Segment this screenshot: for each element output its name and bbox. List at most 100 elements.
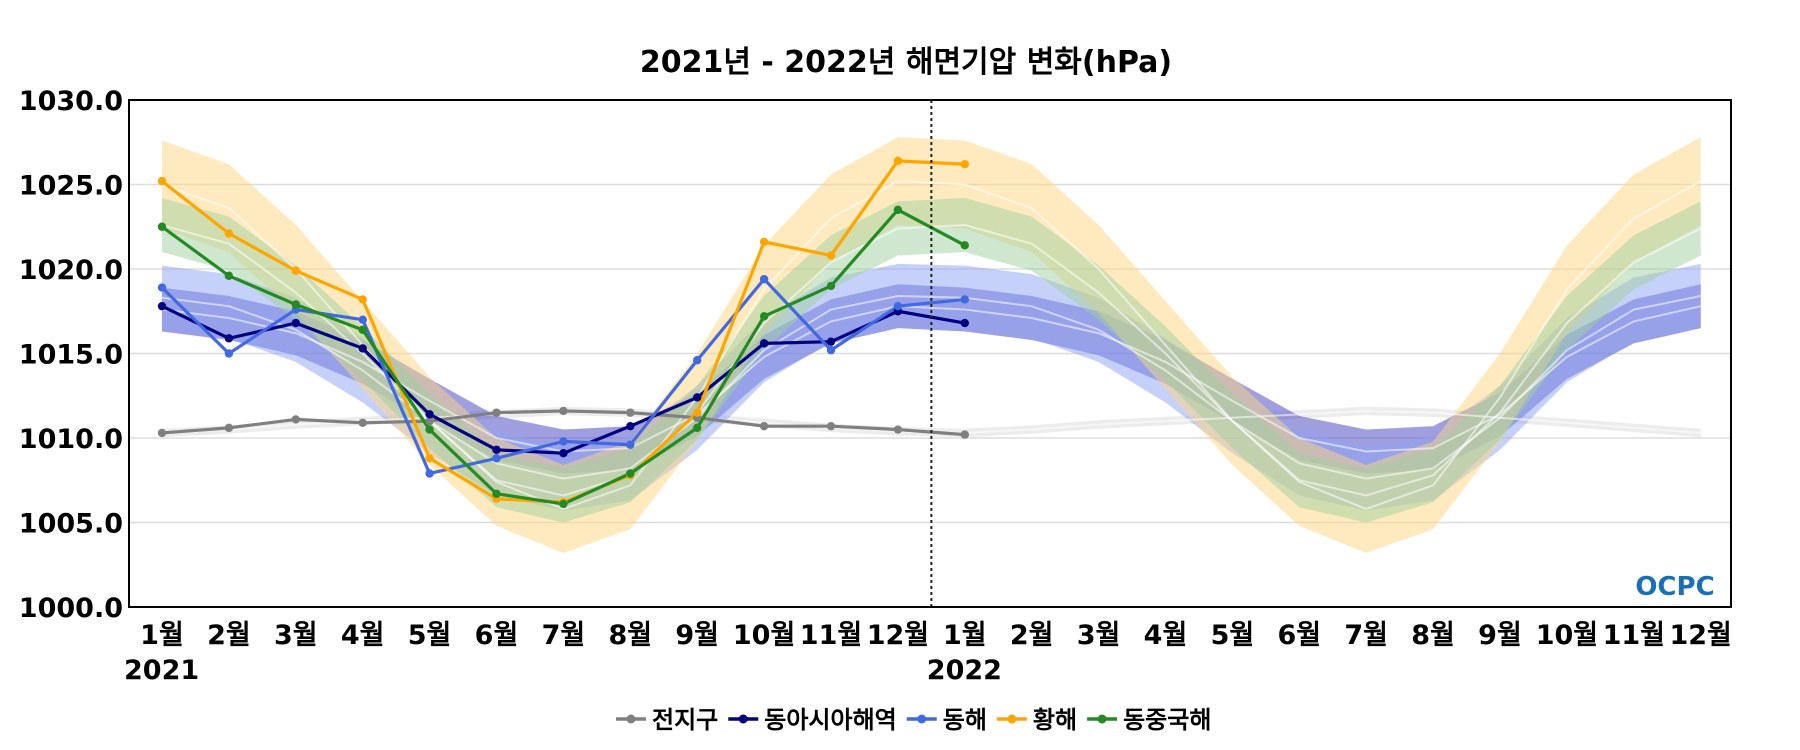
ocpc-logo-text: OCPC xyxy=(1635,572,1714,602)
data-point xyxy=(960,160,969,169)
legend-swatch-marker xyxy=(738,714,748,724)
data-point xyxy=(492,445,501,455)
data-point xyxy=(826,345,836,355)
legend-swatch-marker xyxy=(1007,714,1017,724)
legend-swatch-marker xyxy=(626,714,636,724)
data-point xyxy=(157,428,167,438)
observed-series-points xyxy=(157,156,969,509)
x-tick-label: 7월 xyxy=(1344,620,1388,651)
y-tick-label: 1010.0 xyxy=(19,424,123,455)
x-tick-label: 4월 xyxy=(1144,620,1188,651)
x-tick-label: 12월 xyxy=(867,620,929,651)
year-labels: 2021 2022 xyxy=(124,655,1002,686)
x-tick-label: 1월 xyxy=(943,620,987,651)
x-tick-label: 8월 xyxy=(608,620,652,651)
year-label: 2021 xyxy=(124,655,199,686)
x-tick-label: 12월 xyxy=(1669,620,1731,651)
data-point xyxy=(291,266,300,275)
data-point xyxy=(358,295,367,304)
y-tick-label: 1025.0 xyxy=(19,171,123,202)
data-point xyxy=(157,176,167,186)
data-point xyxy=(693,408,702,417)
data-point xyxy=(559,406,568,416)
year-label: 2022 xyxy=(927,655,1002,686)
data-point xyxy=(425,416,434,426)
data-point xyxy=(759,339,769,348)
data-point xyxy=(759,274,769,284)
data-point xyxy=(358,315,367,324)
legend-label: 황해 xyxy=(1033,706,1077,734)
data-point xyxy=(224,334,234,343)
data-point xyxy=(291,300,300,309)
data-point xyxy=(559,437,568,446)
data-point xyxy=(559,499,568,509)
y-axis-ticks: 1000.0 1005.0 1010.0 1015.0 1020.0 1025.0 1030… xyxy=(19,86,123,624)
data-point xyxy=(893,301,903,311)
data-point xyxy=(358,325,367,335)
y-tick-label: 1005.0 xyxy=(19,509,123,540)
x-tick-label: 1월 xyxy=(140,620,184,651)
x-tick-label: 9월 xyxy=(675,620,719,651)
climatology-band xyxy=(162,137,1701,553)
data-point xyxy=(358,344,367,353)
data-point xyxy=(826,251,836,260)
data-point xyxy=(425,425,434,434)
data-point xyxy=(693,356,702,365)
data-point xyxy=(693,423,702,433)
data-point xyxy=(759,312,769,321)
data-point xyxy=(492,454,501,463)
x-tick-label: 8월 xyxy=(1411,620,1455,651)
y-tick-label: 1020.0 xyxy=(19,255,123,286)
legend-label: 동중국해 xyxy=(1123,706,1211,734)
data-point xyxy=(893,205,903,215)
data-point xyxy=(960,318,969,328)
data-point xyxy=(224,271,234,280)
x-tick-label: 10월 xyxy=(733,620,795,651)
data-point xyxy=(960,430,969,439)
ocpc-logo: OCPC xyxy=(1635,572,1714,602)
legend-label: 동해 xyxy=(943,706,987,734)
data-point xyxy=(893,425,903,434)
data-point xyxy=(492,408,501,417)
x-tick-label: 6월 xyxy=(475,620,519,651)
x-tick-label: 9월 xyxy=(1478,620,1522,651)
data-point xyxy=(960,295,969,304)
x-tick-label: 3월 xyxy=(274,620,318,651)
x-tick-label: 7월 xyxy=(542,620,586,651)
legend-label: 전지구 xyxy=(652,706,718,734)
data-point xyxy=(626,408,635,417)
data-point xyxy=(626,469,635,478)
legend-swatch-marker xyxy=(1097,714,1107,724)
x-tick-label: 5월 xyxy=(408,620,452,651)
data-point xyxy=(157,222,167,231)
data-point xyxy=(425,469,434,478)
data-point xyxy=(693,393,702,402)
data-point xyxy=(826,281,836,291)
data-point xyxy=(291,415,300,424)
climatology-band xyxy=(162,284,1701,474)
legend-label: 동아시아해역 xyxy=(764,706,896,734)
data-point xyxy=(492,489,501,498)
data-point xyxy=(224,229,234,238)
data-point xyxy=(626,421,635,431)
legend: 전지구 동아시아해역 동해 황해 동중국해 xyxy=(616,706,1211,734)
y-tick-label: 1015.0 xyxy=(19,340,123,371)
x-tick-label: 3월 xyxy=(1077,620,1121,651)
x-tick-label: 6월 xyxy=(1277,620,1321,651)
x-tick-label: 5월 xyxy=(1211,620,1255,651)
data-point xyxy=(960,241,969,250)
x-tick-label: 11월 xyxy=(1603,620,1665,651)
data-point xyxy=(759,237,769,247)
x-tick-label: 10월 xyxy=(1536,620,1598,651)
data-point xyxy=(559,449,568,458)
data-point xyxy=(425,410,434,419)
data-point xyxy=(224,423,234,433)
data-point xyxy=(358,418,367,427)
data-point xyxy=(759,421,769,431)
data-point xyxy=(893,156,903,166)
data-point xyxy=(157,301,167,311)
data-point xyxy=(826,337,836,346)
plot-frame xyxy=(128,99,1732,608)
y-tick-label: 1030.0 xyxy=(19,86,123,117)
